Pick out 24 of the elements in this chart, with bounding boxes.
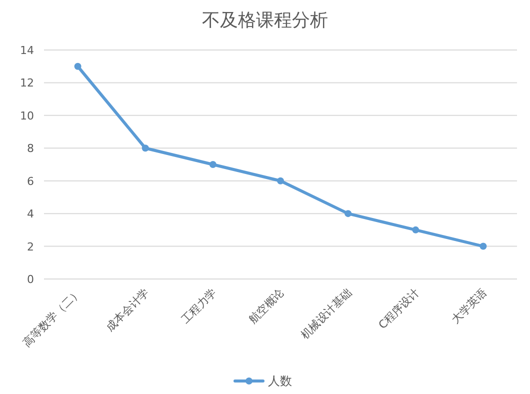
- y-tick-label: 4: [27, 208, 34, 221]
- y-tick-label: 2: [27, 240, 34, 254]
- x-tick-label: 高等数学（二）: [20, 286, 84, 350]
- x-tick-label: 机械设计基础: [298, 286, 354, 342]
- title: 不及格课程分析: [202, 10, 328, 30]
- y-tick-label: 12: [20, 76, 34, 90]
- x-tick-label: C程序设计: [376, 286, 422, 332]
- point: [344, 210, 352, 218]
- y-tick-label: 0: [27, 273, 34, 286]
- x-tick-label: 航空概论: [246, 286, 287, 326]
- x-tick-label: 成本会计学: [103, 286, 152, 334]
- point: [209, 161, 216, 168]
- point: [412, 226, 420, 234]
- y-tick-label: 8: [27, 142, 34, 156]
- point: [480, 242, 487, 250]
- y-tick-label: 10: [20, 109, 34, 122]
- legend-label: 人数: [268, 374, 292, 388]
- y-tick-label: 14: [20, 44, 34, 57]
- point: [142, 144, 149, 152]
- point: [277, 177, 284, 184]
- point: [74, 62, 82, 70]
- x-tick-label: 工程力学: [178, 286, 220, 326]
- y-tick-label: 6: [27, 174, 34, 188]
- x-tick-label: 大学英语: [449, 286, 490, 326]
